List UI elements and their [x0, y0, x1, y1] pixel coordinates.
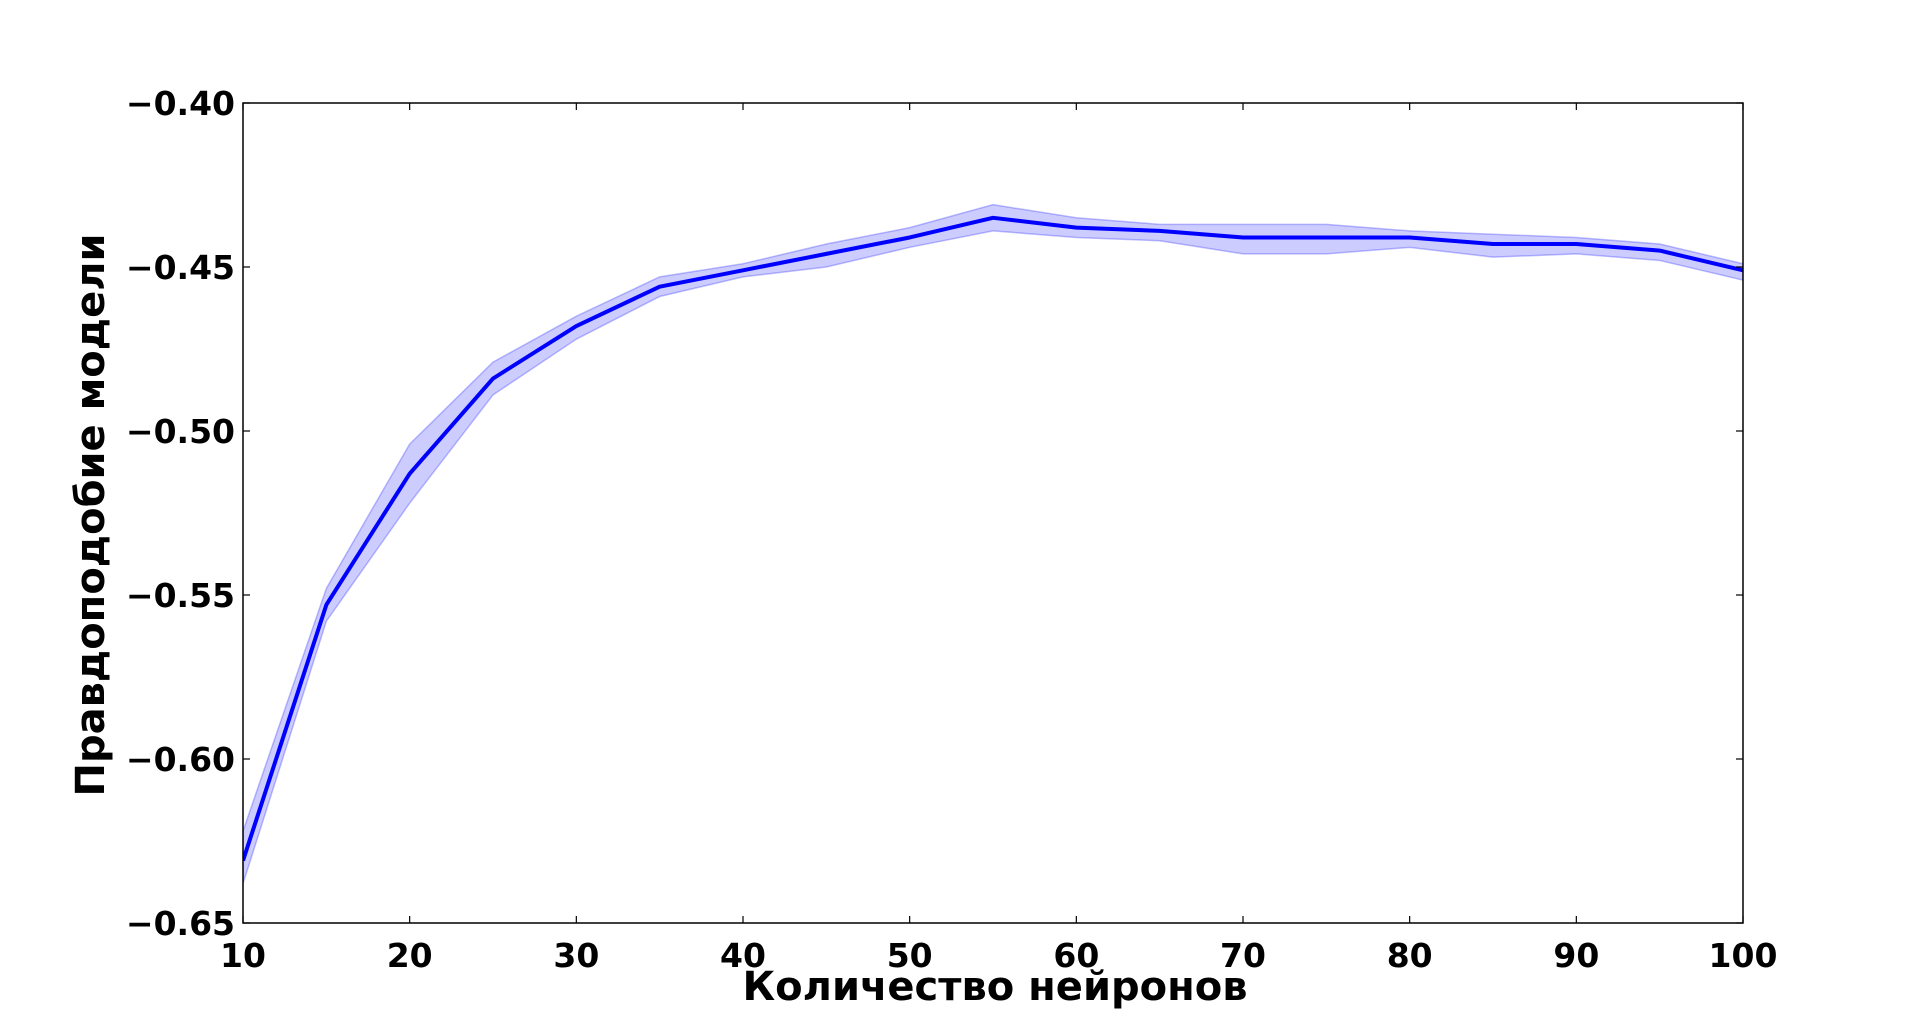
x-tick-label: 60: [1053, 936, 1099, 975]
axis-ticks: [242, 102, 1744, 924]
series-0-confidence-band: [243, 203, 1743, 884]
x-tick-label: 70: [1220, 936, 1266, 975]
x-tick-label: 30: [553, 936, 599, 975]
plot-frame: [242, 102, 1744, 924]
x-tick-label: 10: [220, 936, 266, 975]
x-tick-label: 20: [387, 936, 433, 975]
plot-area: [242, 102, 1744, 924]
y-tick-label: −0.40: [126, 84, 235, 123]
series-0-line: [243, 215, 1743, 862]
x-tick-label: 100: [1709, 936, 1778, 975]
x-tick-label: 90: [1553, 936, 1599, 975]
x-tick-label: 50: [887, 936, 933, 975]
y-tick-label: −0.55: [126, 576, 235, 615]
x-axis-label: Количество нейронов: [742, 964, 1247, 1010]
x-tick-label: 80: [1387, 936, 1433, 975]
x-tick-label: 40: [720, 936, 766, 975]
y-tick-label: −0.60: [126, 740, 235, 779]
y-tick-label: −0.45: [126, 248, 235, 287]
y-tick-label: −0.65: [126, 904, 235, 943]
tick-labels: 10 20 30 40 50 60 70 80 90 100 −0.65 −0.60 −0.55 −0.5…: [126, 84, 1778, 975]
y-tick-label: −0.50: [126, 412, 235, 451]
plot-content: [243, 203, 1743, 884]
y-axis-label: Правдоподобие модели: [68, 233, 114, 796]
